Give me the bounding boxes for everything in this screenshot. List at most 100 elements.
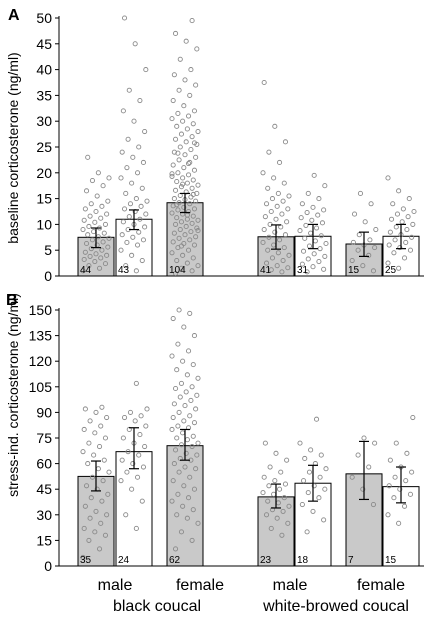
data-point-b-2-48 <box>178 380 185 386</box>
data-point-a-2-49 <box>195 182 201 188</box>
data-point-b-0-2 <box>86 537 92 543</box>
data-point-a-1-8 <box>130 234 136 240</box>
data-point-a-2-51 <box>174 179 180 185</box>
data-point-b-3-2 <box>285 520 291 526</box>
data-point-a-1-3 <box>129 252 135 258</box>
data-point-b-0-11 <box>99 498 105 504</box>
data-point-b-0-33 <box>82 406 88 412</box>
data-point-b-1-17 <box>143 423 149 429</box>
data-point-b-6-4 <box>407 491 414 497</box>
data-point-b-4-15 <box>308 447 314 453</box>
data-point-b-0-0 <box>80 554 86 561</box>
data-point-a-1-15 <box>137 216 143 222</box>
data-point-a-2-102 <box>175 150 181 156</box>
data-point-b-2-4 <box>184 515 190 521</box>
data-point-b-2-30 <box>180 430 186 436</box>
data-point-a-1-2 <box>139 257 145 264</box>
data-point-a-4-15 <box>308 230 314 236</box>
data-point-a-0-30 <box>87 213 93 219</box>
data-point-b-1-2 <box>139 498 145 504</box>
data-point-a-1-5 <box>134 242 141 248</box>
panel-a-plot: 0 5 10 15 20 25 30 35 40 45 50 44 43 104 41 31 15 25 <box>36 10 424 284</box>
data-point-a-2-13 <box>170 239 176 245</box>
y-tick-label-a-8: 40 <box>36 62 52 78</box>
data-point-a-2-98 <box>190 191 196 198</box>
data-point-a-3-29 <box>269 196 276 202</box>
data-point-b-6-13 <box>393 440 399 446</box>
data-point-a-1-41 <box>132 41 138 47</box>
data-point-a-2-20 <box>177 227 183 233</box>
data-point-a-3-13 <box>276 237 283 243</box>
data-point-b-2-16 <box>193 466 199 472</box>
data-point-b-1-5 <box>134 474 141 480</box>
data-point-b-4-13 <box>302 455 308 462</box>
data-point-b-2-54 <box>169 353 175 359</box>
data-point-a-1-28 <box>134 170 141 176</box>
data-point-b-0-15 <box>83 483 90 489</box>
data-point-a-2-9 <box>185 247 192 253</box>
data-point-b-1-19 <box>121 414 128 421</box>
data-point-b-1-3 <box>129 486 135 492</box>
data-point-a-1-24 <box>123 190 129 196</box>
sample-size-a-0: 44 <box>80 265 92 276</box>
sample-size-b-1: 24 <box>118 555 130 566</box>
data-point-b-2-0 <box>172 546 179 552</box>
data-point-a-0-8 <box>104 252 110 258</box>
data-point-a-2-55 <box>185 172 192 178</box>
data-point-a-2-21 <box>194 225 200 231</box>
data-point-b-2-24 <box>189 443 195 450</box>
data-point-a-0-6 <box>98 255 104 261</box>
y-tick-label-b-3: 45 <box>36 481 52 497</box>
data-point-b-1-23 <box>133 380 139 386</box>
x-label-white-browed-coucal: white-browed coucal <box>262 598 409 615</box>
data-point-a-0-11 <box>99 247 105 253</box>
data-point-b-2-10 <box>175 491 181 497</box>
data-point-b-2-38 <box>176 409 182 415</box>
data-point-b-2-43 <box>177 394 183 400</box>
data-point-a-4-13 <box>302 235 308 241</box>
data-point-a-1-25 <box>139 185 145 191</box>
data-point-b-1-15 <box>137 432 143 438</box>
data-point-b-5-2 <box>349 474 355 480</box>
data-point-a-2-75 <box>190 121 196 127</box>
data-point-a-0-15 <box>83 240 90 247</box>
y-tick-label-b-8: 120 <box>29 353 53 369</box>
data-point-a-4-26 <box>299 201 305 207</box>
data-point-b-2-7 <box>180 503 186 509</box>
data-point-b-3-20 <box>284 457 290 463</box>
data-point-a-4-14 <box>318 233 324 239</box>
data-point-b-5-0 <box>370 502 377 508</box>
data-point-b-0-9 <box>93 508 99 514</box>
data-point-a-4-27 <box>316 196 322 202</box>
data-point-b-0-13 <box>105 491 111 497</box>
data-point-b-4-17 <box>313 416 320 422</box>
data-point-a-1-17 <box>143 211 149 217</box>
data-point-b-0-8 <box>104 512 110 518</box>
data-point-a-1-42 <box>121 15 128 21</box>
data-point-a-5-13 <box>368 201 374 207</box>
data-point-a-6-24 <box>385 175 391 181</box>
data-point-b-2-56 <box>175 341 181 347</box>
y-tick-label-a-1: 5 <box>44 242 52 258</box>
data-point-b-1-10 <box>136 452 142 458</box>
data-point-a-2-80 <box>191 108 198 114</box>
data-point-a-5-1 <box>360 263 366 269</box>
data-point-b-0-19 <box>95 466 101 472</box>
data-point-a-2-16 <box>193 234 199 240</box>
data-point-a-2-3 <box>195 263 201 269</box>
data-point-a-2-66 <box>177 144 183 150</box>
data-point-b-6-3 <box>391 495 397 501</box>
data-point-b-0-23 <box>80 449 86 455</box>
data-point-b-2-52 <box>190 362 196 368</box>
data-point-a-3-22 <box>262 214 268 220</box>
data-point-b-2-40 <box>182 403 188 409</box>
data-point-a-1-40 <box>143 67 149 73</box>
data-point-b-4-14 <box>318 452 324 458</box>
data-point-a-3-21 <box>273 216 279 222</box>
data-point-a-2-57 <box>191 167 198 173</box>
data-point-a-1-6 <box>124 239 130 246</box>
data-point-a-4-19 <box>319 220 326 226</box>
data-point-a-1-31 <box>130 154 136 160</box>
data-point-a-1-14 <box>120 219 126 225</box>
